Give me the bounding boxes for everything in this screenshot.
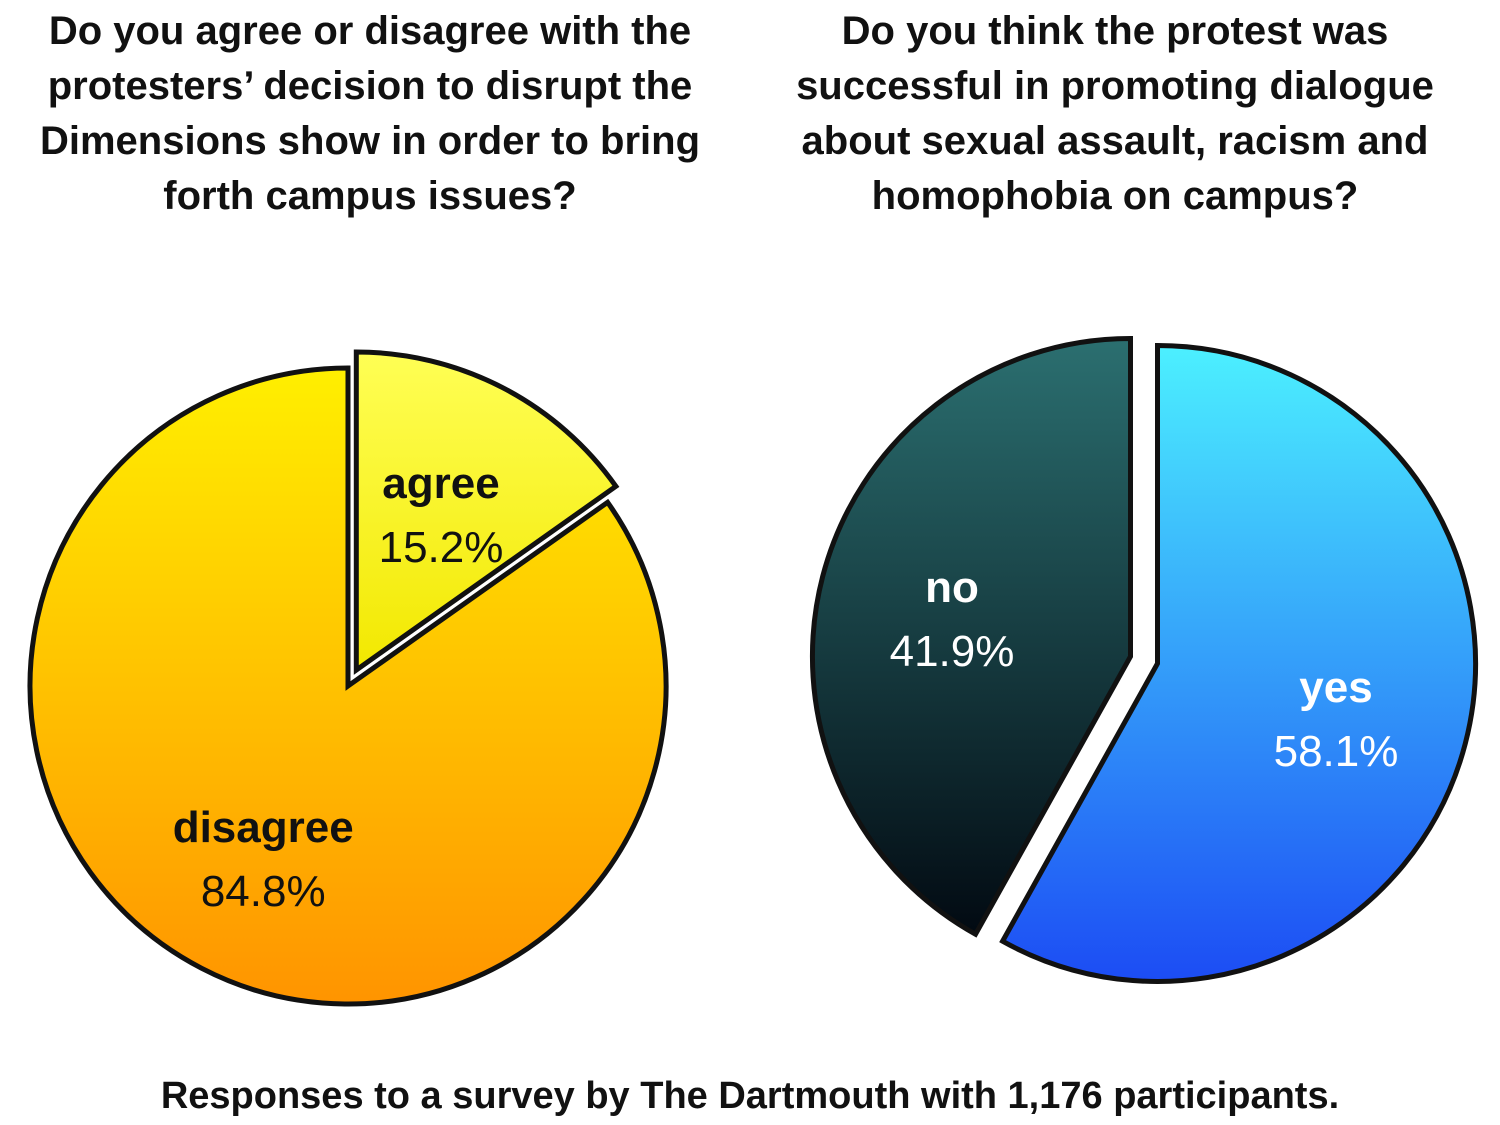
pie2-value-yes: 58.1%: [1274, 727, 1399, 776]
pie1-value-agree: 15.2%: [379, 523, 504, 572]
source-note: Responses to a survey by The Dartmouth w…: [160, 1075, 1340, 1117]
chart-1-title: Do you agree or disagree with the protes…: [39, 9, 701, 218]
pie2-label-yes: yes: [1299, 663, 1372, 712]
pie2-slice-yes: [999, 342, 1479, 984]
pie2-value-no: 41.9%: [890, 627, 1015, 676]
pie2-slice-no: [809, 335, 1133, 938]
pie1-label-agree: agree: [382, 459, 499, 508]
chart-2-title: Do you think the protest was successful …: [796, 9, 1434, 218]
pie1-slice-disagree: [27, 365, 669, 1007]
pie1-value-disagree: 84.8%: [201, 867, 326, 916]
pie2-label-no: no: [925, 563, 979, 612]
pie1-slice-agree: [353, 349, 620, 675]
pie1-label-disagree: disagree: [173, 803, 354, 852]
